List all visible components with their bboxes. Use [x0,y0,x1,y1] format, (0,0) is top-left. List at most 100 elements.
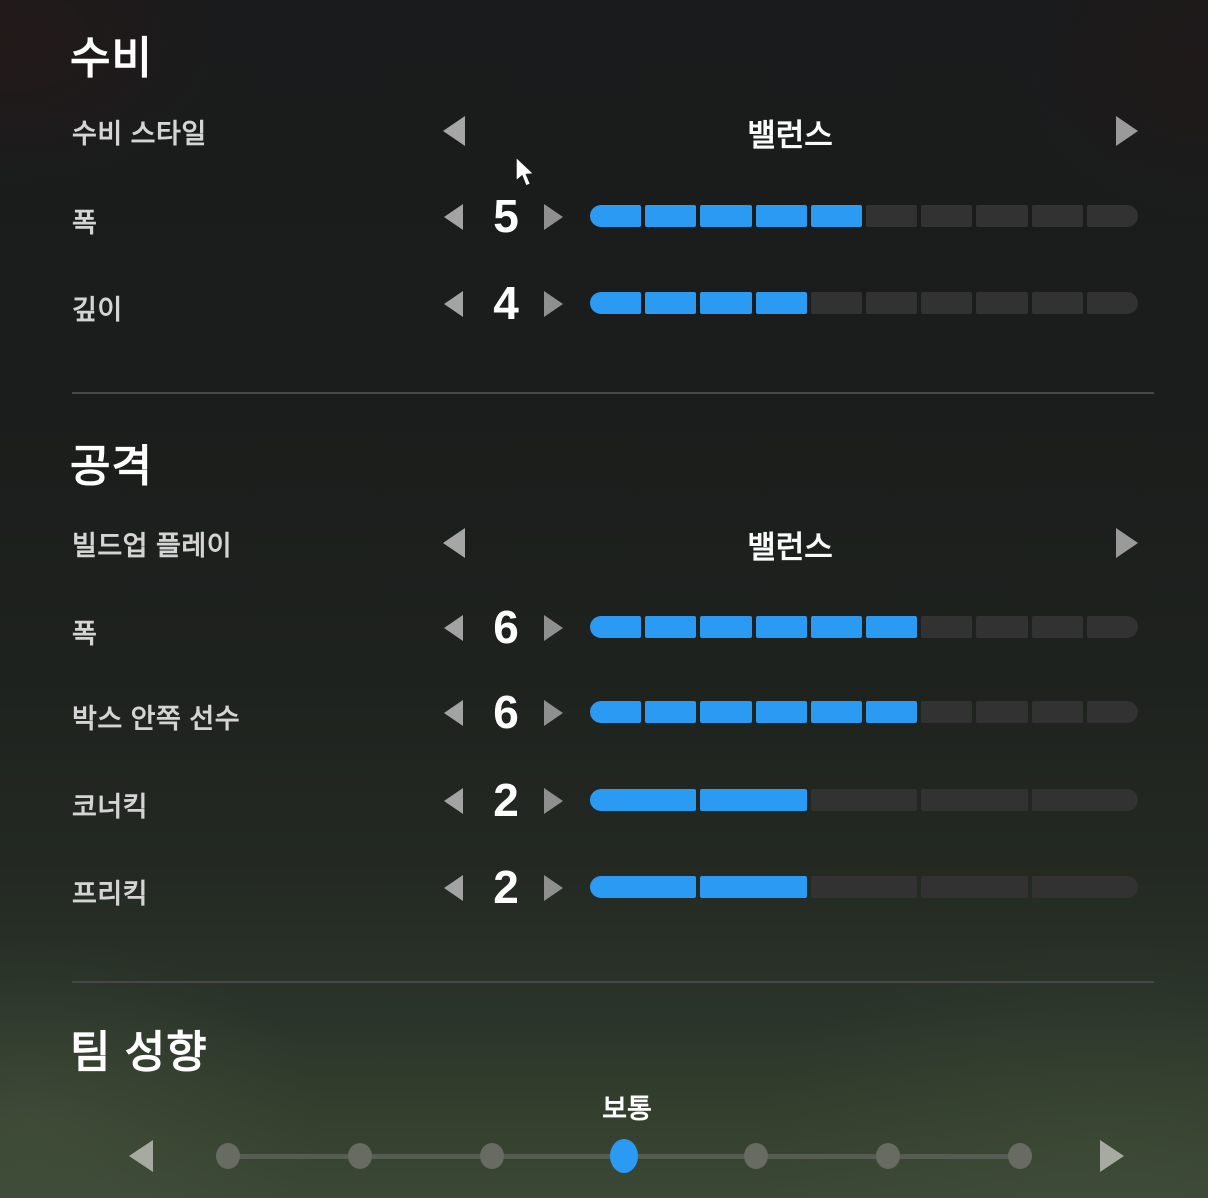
free-kick-label: 프리킥 [72,879,149,909]
attack-section-title: 공격 [70,442,153,491]
free-kick-value: 2 [493,861,519,913]
slider-segment [976,616,1028,638]
slider-segment [976,205,1028,227]
players-in-box-slider [590,701,1139,723]
corner-kick-slider [590,789,1139,811]
players-in-box-decrease-arrow-icon[interactable] [444,700,463,726]
defense-style-label: 수비 스타일 [72,119,207,149]
team-mentality-section-title: 팀 성향 [70,1028,208,1077]
slider-segment [645,205,697,227]
corner-kick-decrease-arrow-icon[interactable] [444,788,463,814]
attack-width-slider [590,616,1139,638]
defense-depth-label: 깊이 [72,295,123,325]
slider-segment [700,292,752,314]
defense-width-slider [590,205,1139,227]
slider-segment [1086,701,1139,723]
slider-segment [700,876,807,898]
defense-section-title: 수비 [70,34,153,83]
team-mentality-value: 보통 [602,1094,652,1124]
defense-width-value: 5 [493,190,519,242]
corner-kick-value: 2 [493,774,519,826]
slider-segment [1086,205,1139,227]
defense-depth-value: 4 [493,277,519,329]
slider-segment [810,789,918,811]
team-mentality-dot-slider[interactable] [216,1134,1032,1178]
slider-segment [755,701,807,723]
section-divider [72,981,1154,983]
attack-width-label: 폭 [72,619,98,649]
slider-segment [921,205,973,227]
slider-segment [590,701,642,723]
slider-segment [1031,205,1083,227]
free-kick-increase-arrow-icon[interactable] [544,875,563,901]
slider-segment [590,292,642,314]
slider-segment [645,292,697,314]
slider-segment [810,701,863,723]
defense-width-increase-arrow-icon[interactable] [544,204,563,230]
defense-width-decrease-arrow-icon[interactable] [444,204,463,230]
attack-width-decrease-arrow-icon[interactable] [444,615,463,641]
corner-kick-increase-arrow-icon[interactable] [544,788,563,814]
defense-depth-decrease-arrow-icon[interactable] [444,291,463,317]
slider-segment [976,701,1028,723]
defense-style-value: 밸런스 [747,118,833,153]
slider-segment [590,205,642,227]
dot[interactable] [1008,1143,1032,1169]
defense-depth-slider [590,292,1139,314]
slider-segment [921,292,973,314]
dot[interactable] [743,1143,768,1169]
players-in-box-increase-arrow-icon[interactable] [544,700,563,726]
dot[interactable] [479,1143,504,1169]
buildup-play-label: 빌드업 플레이 [72,531,233,561]
slider-segment [866,616,918,638]
slider-segment [755,205,807,227]
dot-selected[interactable] [610,1139,638,1173]
slider-segment [700,205,752,227]
slider-segment [866,205,918,227]
defense-style-decrease-arrow-icon[interactable] [443,116,465,146]
slider-segment [645,616,697,638]
players-in-box-value: 6 [493,686,519,738]
slider-segment [645,701,697,723]
slider-segment [810,616,863,638]
dot[interactable] [876,1143,900,1169]
corner-kick-label: 코너킥 [72,792,149,822]
mouse-cursor-icon [514,155,540,195]
slider-segment [700,616,752,638]
slider-segment [1086,616,1139,638]
slider-segment [590,789,697,811]
defense-style-increase-arrow-icon[interactable] [1116,116,1138,146]
buildup-play-increase-arrow-icon[interactable] [1116,528,1138,558]
slider-segment [921,876,1028,898]
attack-width-value: 6 [493,601,519,653]
slider-segment [755,616,807,638]
dot[interactable] [216,1143,240,1169]
slider-segment [755,292,807,314]
dot[interactable] [347,1143,372,1169]
section-divider [72,392,1154,394]
defense-depth-increase-arrow-icon[interactable] [544,291,563,317]
slider-segment [921,616,973,638]
team-mentality-increase-arrow-icon[interactable] [1100,1140,1124,1172]
team-mentality-decrease-arrow-icon[interactable] [129,1140,153,1172]
slider-segment [866,701,918,723]
slider-segment [810,876,918,898]
slider-segment [700,701,752,723]
slider-segment [700,789,807,811]
slider-segment [1031,789,1139,811]
slider-segment [1086,292,1139,314]
slider-segment [866,292,918,314]
slider-segment [921,701,973,723]
buildup-play-value: 밸런스 [747,530,833,565]
slider-segment [976,292,1028,314]
defense-width-label: 폭 [72,208,98,238]
buildup-play-decrease-arrow-icon[interactable] [443,528,465,558]
players-in-box-label: 박스 안쪽 선수 [72,704,241,734]
attack-width-increase-arrow-icon[interactable] [544,615,563,641]
free-kick-decrease-arrow-icon[interactable] [444,875,463,901]
slider-segment [590,876,697,898]
free-kick-slider [590,876,1139,898]
slider-segment [810,205,863,227]
slider-segment [1031,701,1083,723]
